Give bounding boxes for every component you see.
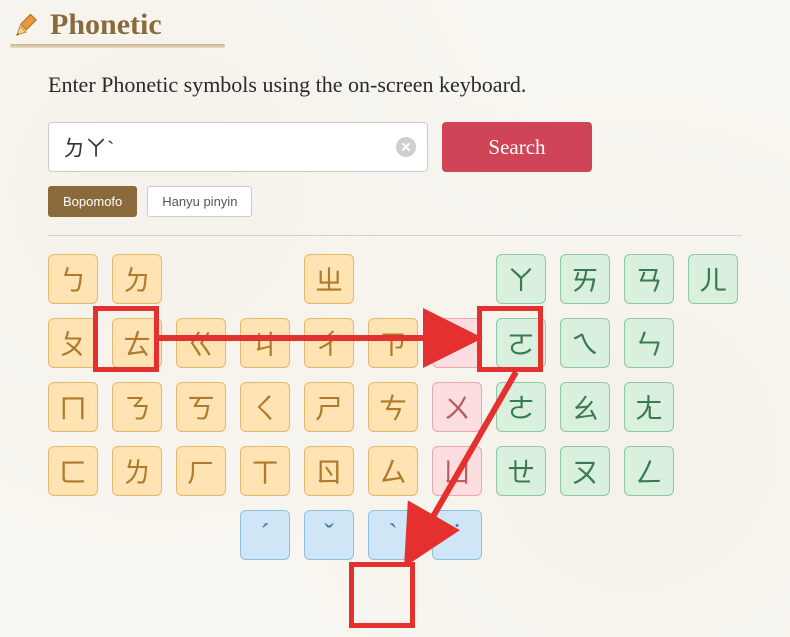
page-title: Phonetic — [50, 8, 162, 42]
key-ㄤ[interactable]: ㄤ — [624, 382, 674, 432]
keyboard-row: ㄈㄌㄏㄒㄖㄙㄩㄝㄡㄥ — [48, 446, 776, 496]
title-row: Phonetic — [14, 8, 776, 42]
key-tone[interactable]: ˇ — [304, 510, 354, 560]
key-ㄍ[interactable]: ㄍ — [176, 318, 226, 368]
key-ㄏ[interactable]: ㄏ — [176, 446, 226, 496]
key-ㄟ[interactable]: ㄟ — [560, 318, 610, 368]
key-ㄉ[interactable]: ㄉ — [112, 254, 162, 304]
clear-icon[interactable] — [396, 137, 416, 157]
key-ㄓ[interactable]: ㄓ — [304, 254, 354, 304]
key-ㄡ[interactable]: ㄡ — [560, 446, 610, 496]
key-ㄊ[interactable]: ㄊ — [112, 318, 162, 368]
key-ㄧ[interactable]: ㄧ — [432, 318, 482, 368]
key-ㄛ[interactable]: ㄛ — [496, 318, 546, 368]
key-ㄦ[interactable]: ㄦ — [688, 254, 738, 304]
pencil-icon — [14, 12, 40, 38]
phonetic-input[interactable] — [48, 122, 428, 172]
search-button[interactable]: Search — [442, 122, 592, 172]
key-ㄐ[interactable]: ㄐ — [240, 318, 290, 368]
key-ㄆ[interactable]: ㄆ — [48, 318, 98, 368]
keyboard-row-tones: ˊˇˋ ˙ — [240, 510, 776, 560]
title-underline — [10, 44, 225, 48]
key-ㄞ[interactable]: ㄞ — [560, 254, 610, 304]
key-ㄜ[interactable]: ㄜ — [496, 382, 546, 432]
key-ㄣ[interactable]: ㄣ — [624, 318, 674, 368]
key-ㄥ[interactable]: ㄥ — [624, 446, 674, 496]
key-ㄗ[interactable]: ㄗ — [368, 318, 418, 368]
key-ㄌ[interactable]: ㄌ — [112, 446, 162, 496]
instruction-text: Enter Phonetic symbols using the on-scre… — [48, 72, 776, 98]
tab-bopomofo[interactable]: Bopomofo — [48, 186, 137, 217]
key-ㄑ[interactable]: ㄑ — [240, 382, 290, 432]
key-ㄖ[interactable]: ㄖ — [304, 446, 354, 496]
key-ㄨ[interactable]: ㄨ — [432, 382, 482, 432]
key-ㄕ[interactable]: ㄕ — [304, 382, 354, 432]
key-ㄒ[interactable]: ㄒ — [240, 446, 290, 496]
key-tone[interactable]: ˙ — [432, 510, 482, 560]
key-ㄅ[interactable]: ㄅ — [48, 254, 98, 304]
key-tone[interactable]: ˋ — [368, 510, 418, 560]
onscreen-keyboard: ㄅㄉㄓㄚㄞㄢㄦㄆㄊㄍㄐㄔㄗㄧㄛㄟㄣㄇㄋㄎㄑㄕㄘㄨㄜㄠㄤㄈㄌㄏㄒㄖㄙㄩㄝㄡㄥˊˇˋ… — [48, 254, 776, 560]
tab-hanyu-pinyin[interactable]: Hanyu pinyin — [147, 186, 252, 217]
key-ㄚ[interactable]: ㄚ — [496, 254, 546, 304]
hl-tone4 — [349, 562, 415, 628]
key-ㄩ[interactable]: ㄩ — [432, 446, 482, 496]
key-ㄋ[interactable]: ㄋ — [112, 382, 162, 432]
key-ㄈ[interactable]: ㄈ — [48, 446, 98, 496]
key-ㄎ[interactable]: ㄎ — [176, 382, 226, 432]
key-ㄠ[interactable]: ㄠ — [560, 382, 610, 432]
key-ㄔ[interactable]: ㄔ — [304, 318, 354, 368]
key-ㄘ[interactable]: ㄘ — [368, 382, 418, 432]
key-ㄇ[interactable]: ㄇ — [48, 382, 98, 432]
key-ㄙ[interactable]: ㄙ — [368, 446, 418, 496]
key-tone[interactable]: ˊ — [240, 510, 290, 560]
keyboard-row: ㄅㄉ ㄓ ㄚㄞㄢㄦ — [48, 254, 776, 304]
key-ㄢ[interactable]: ㄢ — [624, 254, 674, 304]
keyboard-row: ㄆㄊㄍㄐㄔㄗㄧㄛㄟㄣ — [48, 318, 776, 368]
key-ㄝ[interactable]: ㄝ — [496, 446, 546, 496]
keyboard-row: ㄇㄋㄎㄑㄕㄘㄨㄜㄠㄤ — [48, 382, 776, 432]
divider — [48, 235, 742, 236]
